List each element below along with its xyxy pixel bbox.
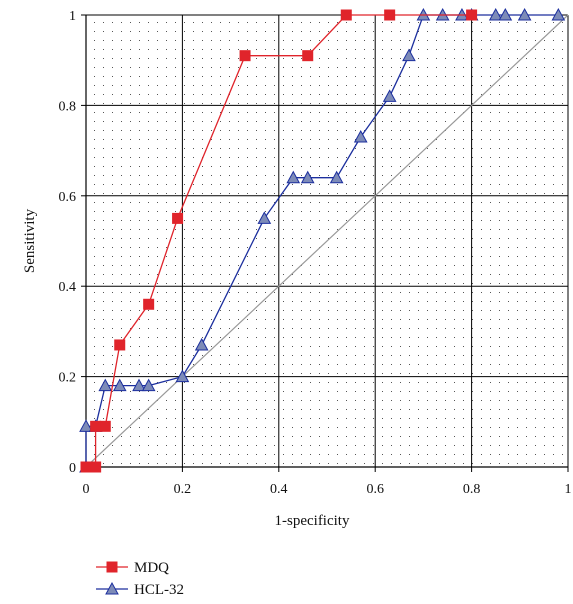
data-point-hcl-32 — [132, 378, 146, 392]
data-point-mdq — [172, 212, 184, 224]
legend-label: MDQ — [134, 560, 169, 576]
data-point-hcl-32 — [141, 378, 156, 392]
data-point-mdq — [302, 50, 314, 62]
legend: MDQ HCL-32 — [96, 560, 184, 598]
data-point-mdq — [90, 420, 102, 432]
data-point-hcl-32 — [286, 170, 301, 184]
y-tick-label: 0.6 — [59, 190, 77, 205]
data-point-hcl-32 — [79, 419, 93, 432]
x-tick-label: 0 — [83, 482, 90, 497]
data-point-hcl-32 — [300, 170, 315, 184]
x-tick-label: 0.6 — [366, 482, 384, 497]
diagonal-line — [85, 14, 569, 468]
data-point-hcl-32 — [517, 7, 532, 21]
data-point-mdq — [80, 461, 92, 473]
data-point-hcl-32 — [329, 170, 344, 184]
data-point-hcl-32 — [353, 129, 368, 143]
grid-lines — [86, 15, 569, 467]
legend-swatch-marker — [105, 581, 119, 595]
series-layer — [79, 7, 566, 473]
legend-item-hcl-32: HCL-32 — [96, 581, 184, 598]
x-axis-title: 1-specificity — [275, 513, 350, 529]
x-tick-label: 0.2 — [174, 482, 192, 497]
data-point-mdq — [340, 9, 352, 21]
data-point-mdq — [99, 420, 111, 432]
data-point-mdq — [384, 9, 396, 21]
diagonal-reference-line — [85, 14, 569, 468]
data-point-mdq — [466, 9, 478, 21]
y-tick-label: 0.2 — [59, 371, 77, 386]
data-point-hcl-32 — [112, 378, 127, 392]
data-point-mdq — [114, 339, 126, 351]
x-tick-label: 1 — [565, 482, 572, 497]
data-point-hcl-32 — [551, 7, 566, 21]
series-line-mdq — [86, 14, 472, 468]
series-mdq — [80, 9, 478, 473]
x-tick-label: 0.4 — [270, 482, 288, 497]
data-point-hcl-32 — [194, 337, 209, 351]
data-point-mdq — [143, 298, 155, 310]
y-axis-title: Sensitivity — [22, 208, 38, 273]
data-point-mdq — [90, 461, 102, 473]
tick-labels: 0 0.2 0.4 0.6 0.8 1 0 0.2 0.4 0.6 0.8 1 — [59, 9, 572, 497]
data-point-hcl-32 — [382, 89, 397, 102]
y-tick-label: 0.4 — [59, 280, 77, 295]
data-point-hcl-32 — [257, 211, 272, 224]
data-point-hcl-32 — [402, 48, 416, 62]
data-point-hcl-32 — [175, 369, 190, 383]
data-point-hcl-32 — [488, 7, 503, 21]
y-tick-label: 0 — [69, 461, 76, 476]
legend-item-mdq: MDQ — [96, 560, 169, 576]
legend-swatch-marker — [106, 561, 118, 573]
data-point-mdq — [239, 50, 251, 62]
data-point-hcl-32 — [498, 7, 513, 21]
data-point-hcl-32 — [98, 378, 113, 392]
legend-label: HCL-32 — [134, 582, 184, 598]
y-tick-label: 0.8 — [59, 99, 77, 114]
x-tick-label: 0.8 — [463, 482, 481, 497]
y-tick-label: 1 — [69, 9, 76, 24]
